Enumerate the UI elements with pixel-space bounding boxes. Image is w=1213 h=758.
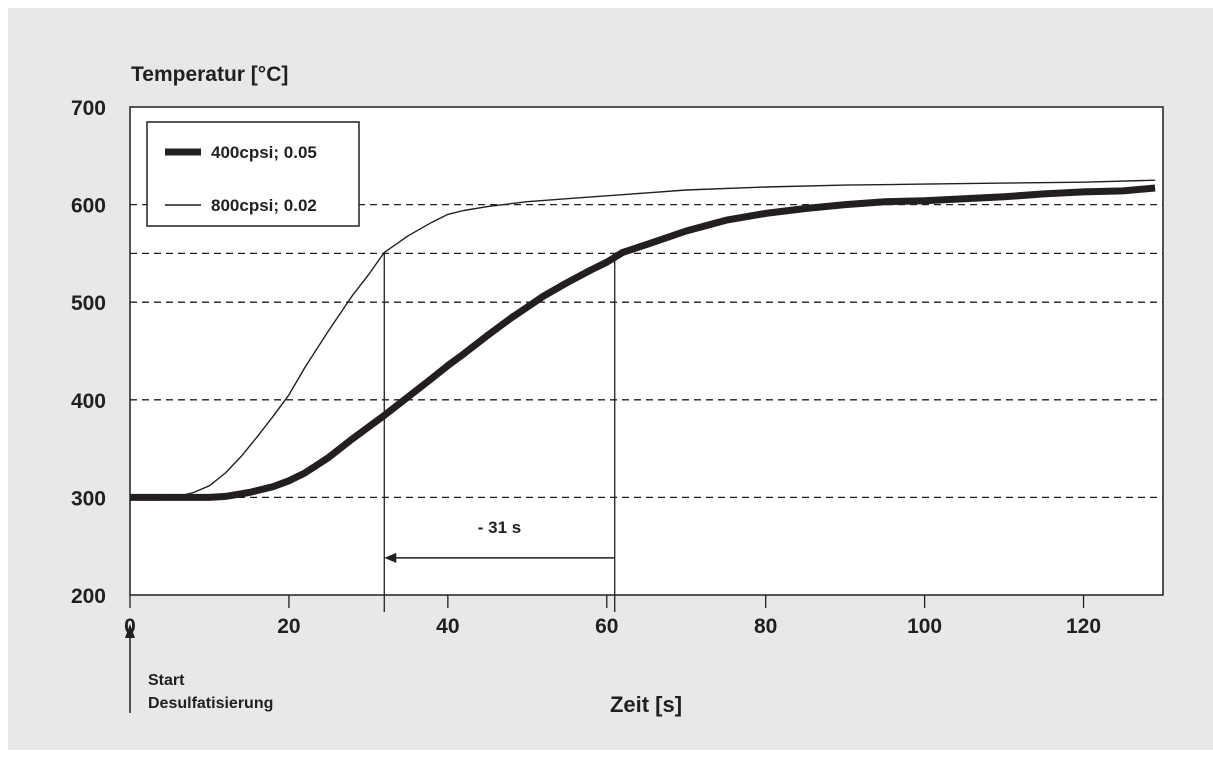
legend-label: 400cpsi; 0.05 [211, 143, 317, 162]
x-tick-label: 60 [595, 615, 618, 638]
x-tick-label: 80 [754, 615, 777, 638]
y-tick-label: 700 [71, 97, 106, 120]
legend-label: 800cpsi; 0.02 [211, 196, 317, 215]
x-tick-label: 100 [907, 615, 942, 638]
x-tick-label: 40 [436, 615, 459, 638]
series-line-800cpsi-0-02 [130, 179, 1156, 499]
x-axis-label: Zeit [s] [610, 692, 682, 717]
delta-arrow-head [384, 552, 397, 563]
y-tick-label: 200 [71, 585, 106, 608]
start-marker: Start Desulfatisierung [125, 624, 273, 713]
y-axis-label: Temperatur [°C] [131, 63, 288, 86]
x-tick-label: 20 [277, 615, 300, 638]
series-layer [130, 179, 1156, 501]
y-tick-label: 400 [71, 390, 106, 413]
y-tick-label: 500 [71, 292, 106, 315]
y-tick-label: 600 [71, 195, 106, 218]
legend-box [146, 121, 360, 227]
start-label-desulfatisierung: Desulfatisierung [148, 695, 273, 712]
annotations: - 31 s [383, 253, 616, 612]
y-tick-label: 300 [71, 487, 106, 510]
start-label: Start [148, 672, 185, 689]
x-tick-label: 120 [1066, 615, 1101, 638]
delta-label: - 31 s [478, 518, 521, 537]
legend: 400cpsi; 0.05 800cpsi; 0.02 [146, 121, 360, 227]
series-line-400cpsi-0-05 [130, 184, 1156, 501]
start-arrow-head [125, 624, 135, 638]
